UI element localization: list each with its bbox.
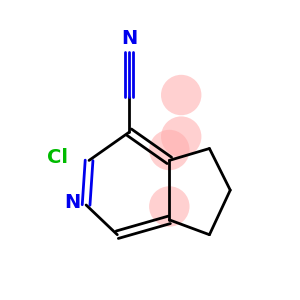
Text: Cl: Cl	[47, 148, 68, 167]
Circle shape	[161, 116, 201, 157]
Text: N: N	[64, 193, 81, 211]
Circle shape	[161, 75, 201, 115]
Circle shape	[149, 130, 190, 170]
Text: N: N	[121, 29, 137, 48]
Circle shape	[149, 186, 190, 227]
